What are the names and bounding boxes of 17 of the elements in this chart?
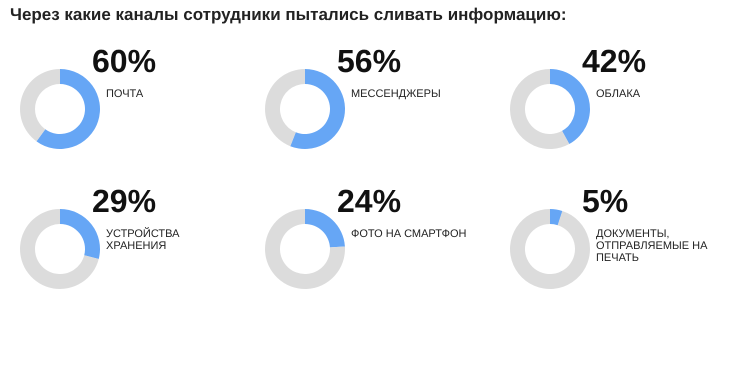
slice-label: ОБЛАКА xyxy=(596,88,641,100)
data-label: 56% xyxy=(337,43,402,79)
data-label: 29% xyxy=(92,183,156,219)
slice-label: ДОКУМЕНТЫ, ОТПРАВЛЯЕМЫЕ НА ПЕЧАТЬ xyxy=(596,228,708,264)
data-label: 42% xyxy=(582,43,646,79)
slice-label: ФОТО НА СМАРТФОН xyxy=(351,228,467,240)
donut-slice xyxy=(550,209,562,226)
data-label: 5% xyxy=(582,183,628,219)
donut-slice xyxy=(510,69,570,149)
text: Через какие каналы сотрудники пытались сливать информацию: xyxy=(10,5,566,24)
slice-label: УСТРОЙСТВА ХРАНЕНИЯ xyxy=(106,227,180,252)
data-label: 24% xyxy=(337,183,402,219)
donut-slice xyxy=(20,69,60,142)
slice-label: МЕССЕНДЖЕРЫ xyxy=(351,88,441,100)
data-label: 60% xyxy=(92,43,156,79)
donut-slice xyxy=(265,69,305,146)
slice-label: ПОЧТА xyxy=(106,88,144,100)
